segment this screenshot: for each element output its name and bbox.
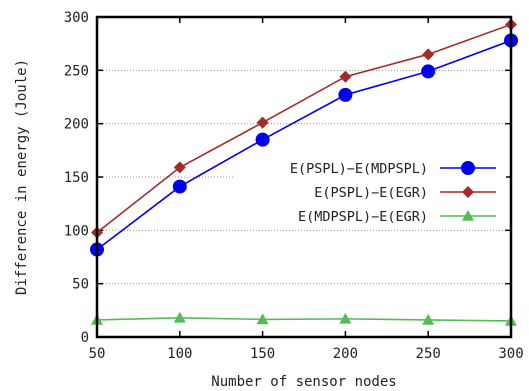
y-tick-label: 50	[72, 277, 89, 293]
legend-label: E(PSPL)−E(EGR)	[314, 185, 428, 201]
legend-item: E(MDPSPL)−E(EGR)	[234, 205, 506, 227]
x-tick-label: 200	[333, 346, 358, 362]
series-line	[96, 23, 512, 234]
data-point	[173, 311, 186, 323]
legend-item-background	[234, 181, 506, 203]
series-line	[96, 316, 512, 322]
series-layer	[90, 18, 518, 326]
y-tick-label: 100	[64, 223, 89, 239]
x-axis-label: Number of sensor nodes	[211, 374, 396, 390]
plot-frame	[95, 15, 513, 339]
x-tick-label: 250	[416, 346, 441, 362]
y-tick-label: 0	[81, 330, 89, 346]
legend-marker	[461, 161, 475, 175]
legend-item-background	[234, 205, 506, 227]
data-point	[256, 116, 269, 129]
y-tick-label: 150	[64, 170, 89, 186]
legend-marker	[462, 210, 474, 221]
data-point	[338, 87, 353, 102]
data-point	[256, 313, 269, 325]
x-tick-label: 50	[89, 346, 106, 362]
data-point	[421, 64, 436, 79]
data-point	[173, 161, 186, 174]
x-tick-label: 300	[498, 346, 523, 362]
data-point	[172, 179, 187, 194]
legend-marker	[462, 186, 474, 198]
legend-item: E(PSPL)−E(EGR)	[234, 181, 506, 203]
data-point	[255, 132, 270, 147]
legend-label: E(PSPL)−E(MDPSPL)	[290, 161, 428, 177]
y-tick-label: 250	[64, 63, 89, 79]
x-tick-label: 150	[250, 346, 275, 362]
legend-label: E(MDPSPL)−E(EGR)	[298, 209, 428, 225]
legend: E(PSPL)−E(MDPSPL) E(PSPL)−E(EGR) E(MDPSPL)…	[234, 157, 506, 227]
y-tick-label: 300	[64, 10, 89, 26]
data-point	[422, 313, 435, 325]
y-axis-label: Difference in energy (Joule)	[14, 59, 30, 295]
data-point	[339, 312, 352, 324]
series-3	[91, 311, 517, 326]
legend-item-background	[234, 157, 506, 179]
y-tick-label: 200	[64, 117, 89, 133]
data-point	[339, 70, 352, 83]
data-point	[422, 48, 435, 61]
series-line	[96, 39, 512, 251]
x-tick-label: 100	[167, 346, 192, 362]
legend-item: E(PSPL)−E(MDPSPL)	[234, 157, 506, 179]
